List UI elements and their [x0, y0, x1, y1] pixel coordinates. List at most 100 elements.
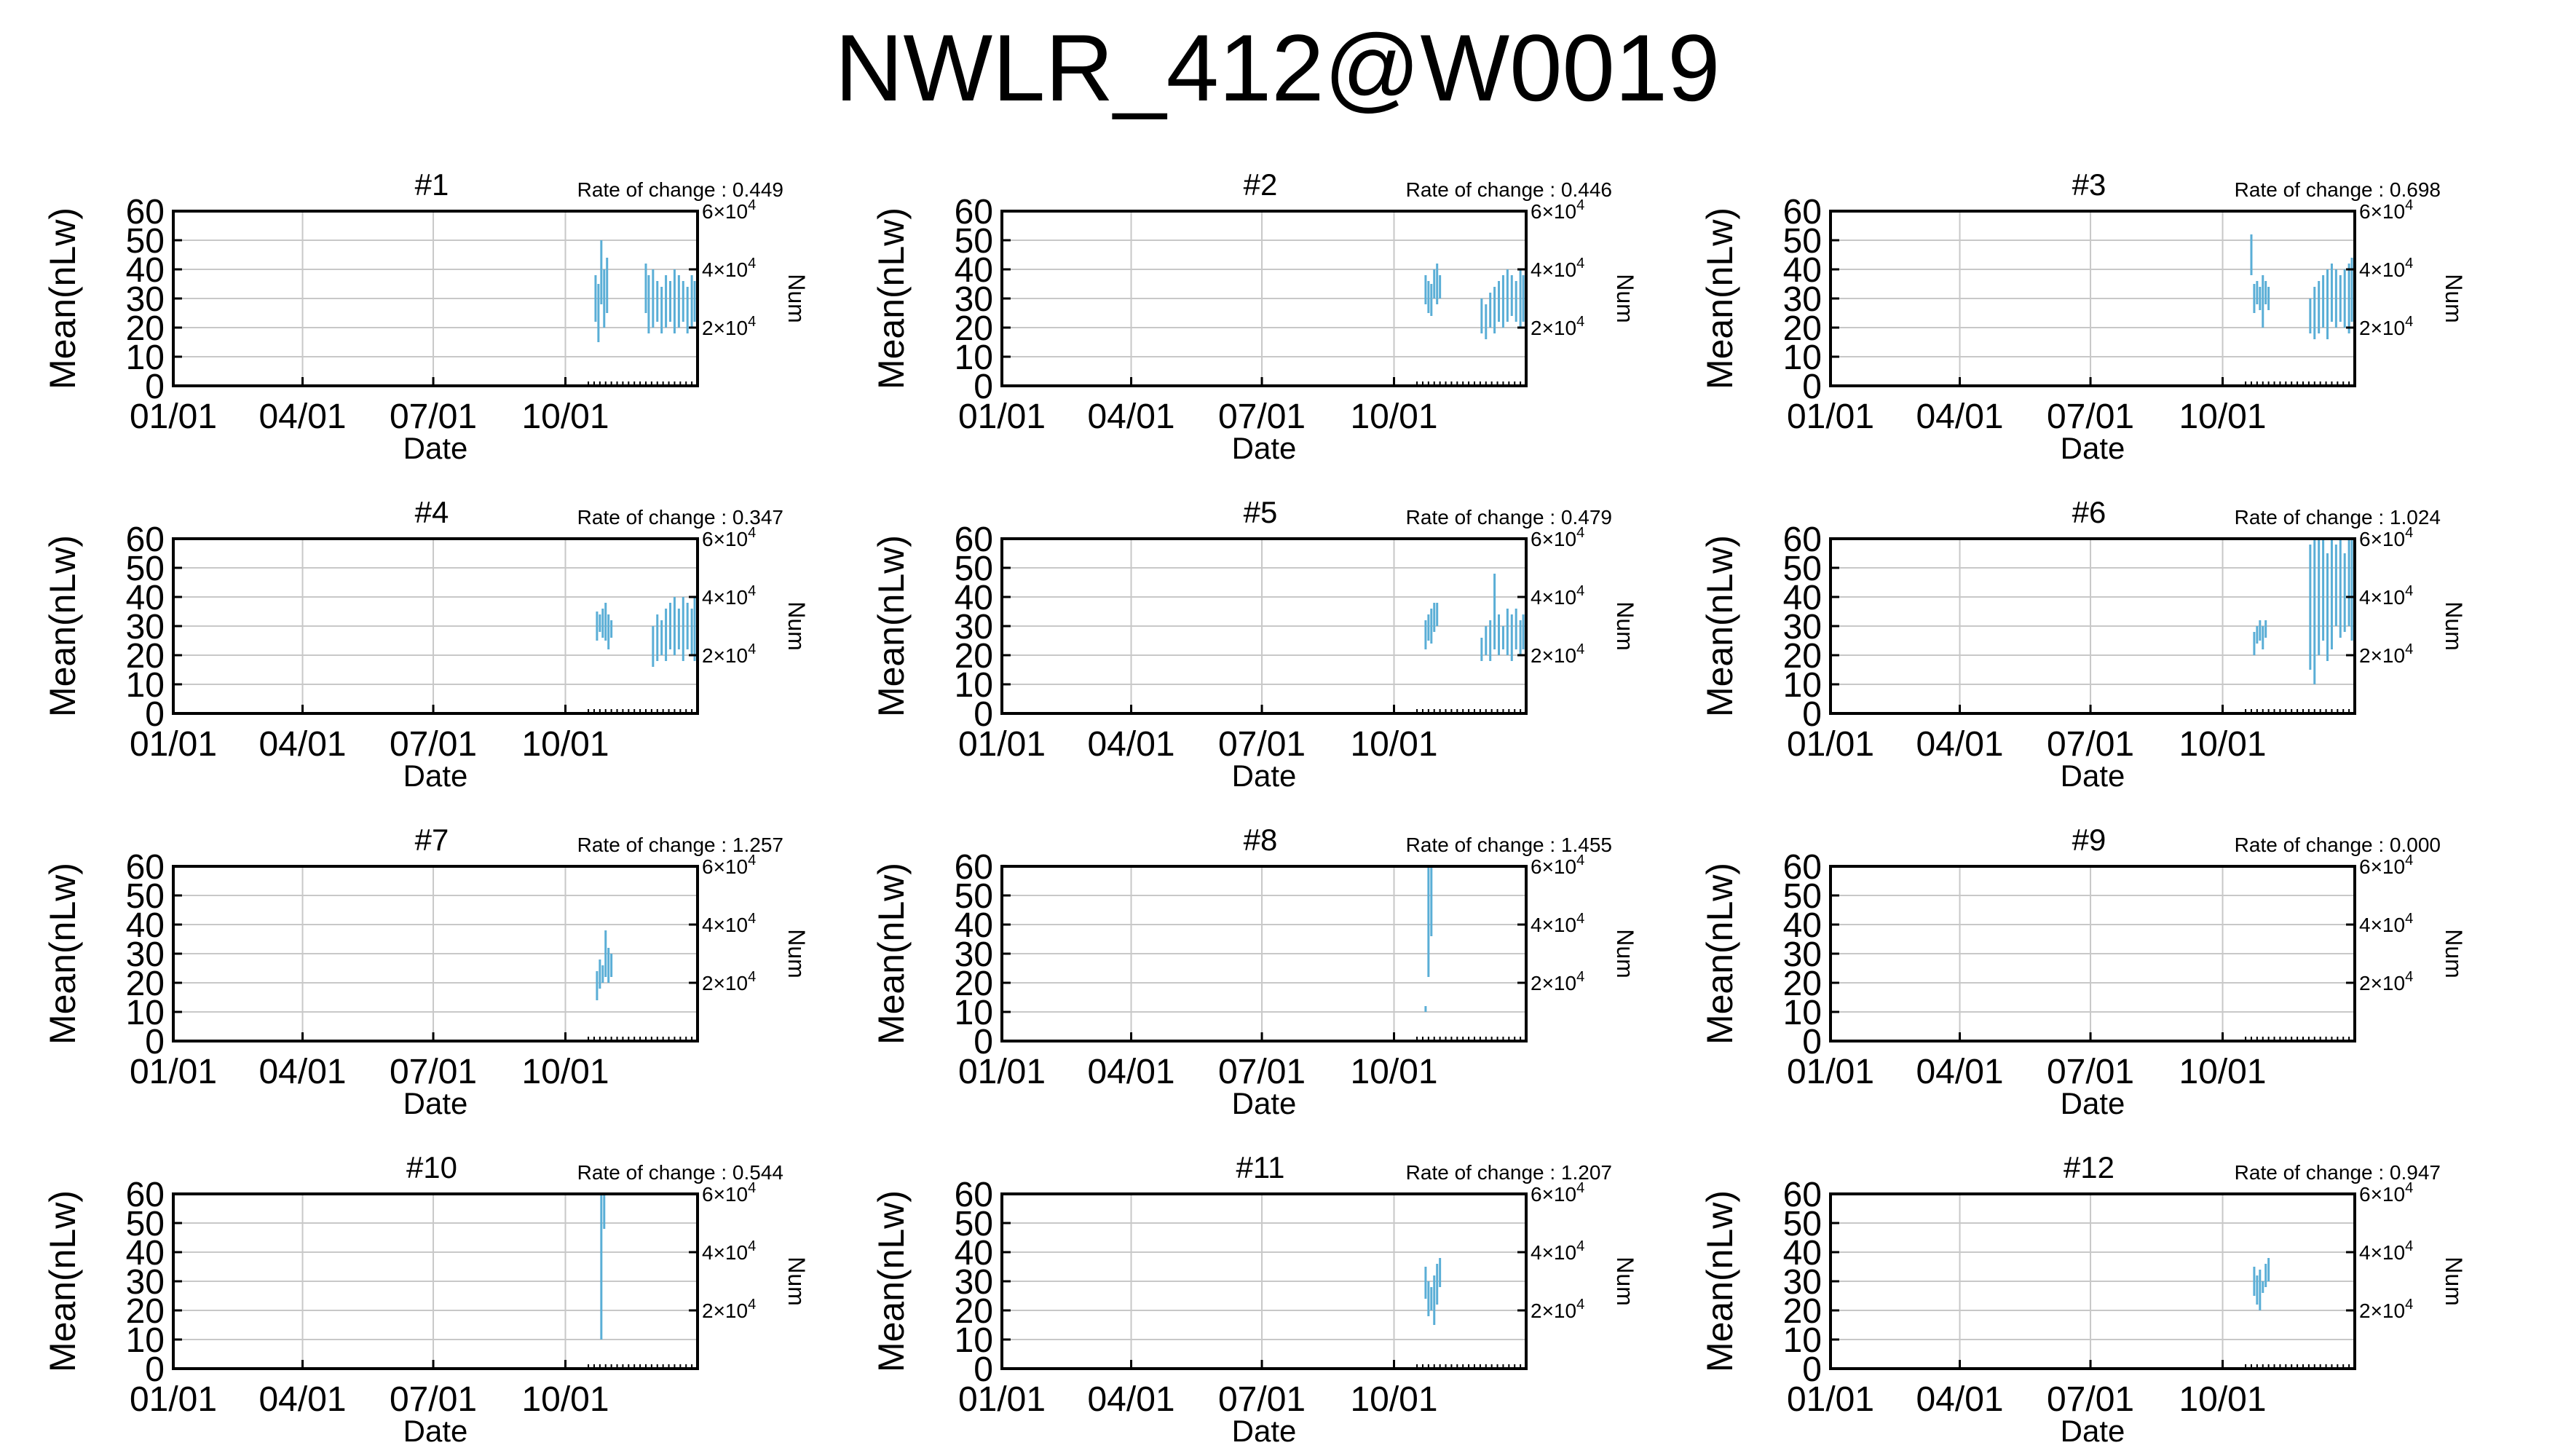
- y-tick-label: 0: [145, 695, 165, 734]
- y2-tick-label: 2×104: [2359, 1297, 2413, 1322]
- x-tick-label: 04/01: [1916, 397, 2003, 436]
- x-tick-label: 01/01: [1787, 1053, 1874, 1091]
- y2-tick-base: 6×10: [1531, 1183, 1576, 1206]
- x-axis-label: Date: [2061, 431, 2125, 465]
- y-tick-label: 10: [1783, 1321, 1822, 1360]
- y2-tick-exp: 4: [1576, 197, 1584, 213]
- x-tick-label: 04/01: [1916, 1380, 2003, 1419]
- y2-tick-exp: 4: [748, 1180, 756, 1196]
- y-tick-label: 60: [955, 521, 993, 559]
- y2-tick-label: 2×104: [2359, 969, 2413, 994]
- x-tick-label: 04/01: [258, 397, 346, 436]
- y-tick-label: 50: [955, 550, 993, 588]
- y2-tick-base: 2×10: [1531, 317, 1576, 339]
- y2-tick-exp: 4: [748, 583, 756, 599]
- y2-tick-exp: 4: [2405, 525, 2413, 541]
- x-tick-label: 04/01: [258, 1380, 346, 1419]
- y2-tick-label: 4×104: [1531, 583, 1584, 609]
- rate-of-change: Rate of change : 1.024: [2235, 506, 2441, 529]
- y-tick-label: 20: [1783, 1292, 1822, 1331]
- panel-title: #6: [2072, 495, 2106, 529]
- y2-tick-base: 2×10: [1531, 1299, 1576, 1322]
- y2-tick-exp: 4: [1576, 525, 1584, 541]
- y-tick-label: 40: [1783, 579, 1822, 617]
- y2-tick-base: 2×10: [2359, 317, 2405, 339]
- x-tick-label: 07/01: [2047, 725, 2134, 764]
- y-tick-label: 10: [955, 1321, 993, 1360]
- y2-tick-exp: 4: [1576, 1180, 1584, 1196]
- x-tick-label: 01/01: [958, 725, 1046, 764]
- x-tick-label: 07/01: [390, 1380, 477, 1419]
- y-tick-label: 50: [955, 1205, 993, 1243]
- y-tick-label: 20: [126, 309, 165, 348]
- x-tick-label: 10/01: [1350, 725, 1437, 764]
- y2-tick-base: 2×10: [2359, 1299, 2405, 1322]
- y2-tick-label: 6×104: [1531, 525, 1584, 550]
- rate-of-change: Rate of change : 0.544: [577, 1161, 783, 1184]
- panel-title: #2: [1244, 167, 1278, 202]
- y-tick-label: 60: [126, 1176, 165, 1214]
- y2-tick-exp: 4: [748, 1297, 756, 1313]
- y2-tick-exp: 4: [2405, 197, 2413, 213]
- y2-tick-base: 2×10: [1531, 644, 1576, 667]
- y2-tick-label: 4×104: [1531, 911, 1584, 936]
- y2-tick-exp: 4: [1576, 641, 1584, 657]
- y2-tick-base: 6×10: [702, 1183, 748, 1206]
- y2-tick-exp: 4: [2405, 314, 2413, 330]
- rate-of-change: Rate of change : 0.446: [1406, 178, 1612, 201]
- y-tick-label: 30: [1783, 608, 1822, 646]
- rate-of-change: Rate of change : 1.257: [577, 834, 783, 856]
- y2-axis-label: Num: [1612, 601, 1638, 651]
- y2-tick-exp: 4: [1576, 583, 1584, 599]
- y2-tick-base: 6×10: [2359, 1183, 2405, 1206]
- y2-tick-base: 4×10: [702, 258, 748, 281]
- rate-of-change: Rate of change : 0.449: [577, 178, 783, 201]
- x-tick-label: 01/01: [1787, 1380, 1874, 1419]
- y-tick-label: 40: [126, 579, 165, 617]
- panel-title: #3: [2072, 167, 2106, 202]
- y2-tick-base: 4×10: [1531, 914, 1576, 936]
- y2-tick-exp: 4: [748, 197, 756, 213]
- y-axis-label: Mean(nLw): [871, 863, 912, 1045]
- y-tick-label: 30: [955, 280, 993, 319]
- x-axis-label: Date: [1232, 1086, 1297, 1120]
- y-tick-label: 40: [1783, 251, 1822, 290]
- y2-tick-base: 6×10: [1531, 200, 1576, 223]
- y-tick-label: 60: [126, 848, 165, 887]
- y2-tick-base: 2×10: [702, 644, 748, 667]
- x-axis-label: Date: [1232, 431, 1297, 465]
- x-axis-label: Date: [2061, 1086, 2125, 1120]
- y-tick-label: 30: [955, 1263, 993, 1302]
- y-axis-label: Mean(nLw): [42, 863, 83, 1045]
- y-tick-label: 0: [1802, 368, 1822, 406]
- y2-tick-base: 6×10: [702, 528, 748, 550]
- x-tick-label: 10/01: [1350, 1053, 1437, 1091]
- y-axis-label: Mean(nLw): [1699, 535, 1740, 717]
- x-tick-label: 07/01: [390, 1053, 477, 1091]
- y-tick-label: 60: [126, 193, 165, 232]
- y-tick-label: 60: [126, 521, 165, 559]
- x-tick-label: 04/01: [1087, 397, 1174, 436]
- y2-axis-label: Num: [1612, 929, 1638, 978]
- panel-title: #12: [2064, 1150, 2114, 1184]
- y2-tick-label: 6×104: [1531, 1180, 1584, 1206]
- y2-tick-base: 6×10: [702, 200, 748, 223]
- y-tick-label: 0: [974, 695, 993, 734]
- y-tick-label: 10: [1783, 339, 1822, 377]
- y2-tick-base: 6×10: [702, 855, 748, 878]
- y2-tick-label: 2×104: [702, 1297, 756, 1322]
- y-tick-label: 20: [1783, 309, 1822, 348]
- x-tick-label: 07/01: [1218, 1053, 1306, 1091]
- y2-axis-label: Num: [1612, 274, 1638, 323]
- y-tick-label: 0: [1802, 1023, 1822, 1061]
- y-tick-label: 10: [1783, 994, 1822, 1032]
- y-tick-label: 30: [1783, 935, 1822, 974]
- y2-tick-exp: 4: [748, 969, 756, 985]
- y-tick-label: 50: [1783, 550, 1822, 588]
